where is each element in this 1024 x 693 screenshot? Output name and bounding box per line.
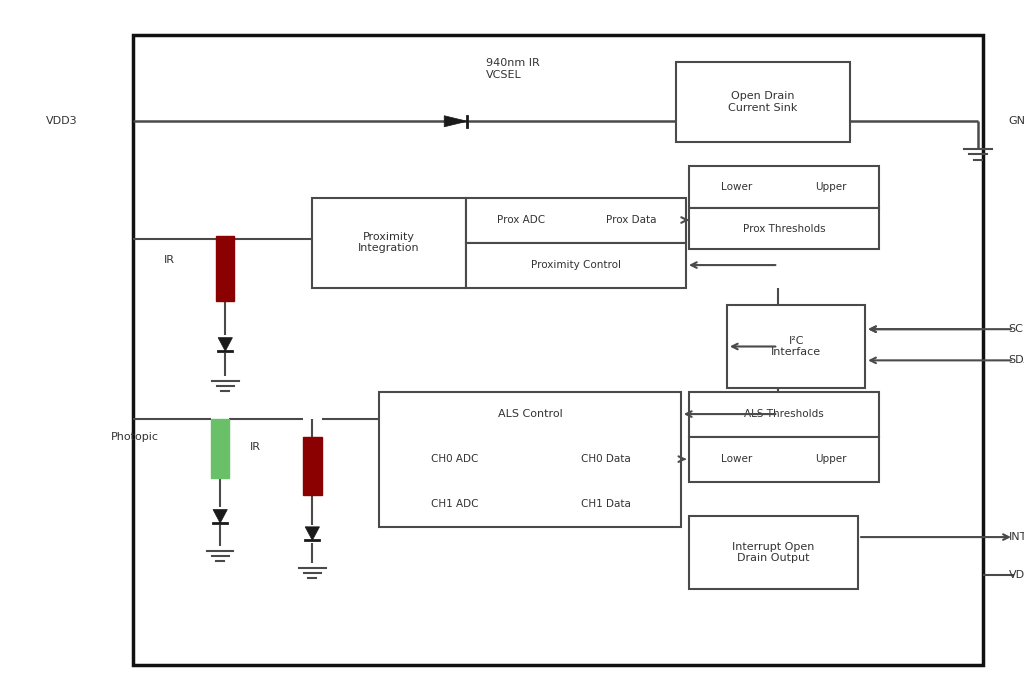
Bar [689, 516, 858, 589]
Text: Prox Data: Prox Data [606, 215, 656, 225]
Bar [689, 208, 879, 249]
Text: Interrupt Open
Drain Output: Interrupt Open Drain Output [732, 542, 815, 563]
Text: Prox ADC: Prox ADC [498, 215, 545, 225]
Polygon shape [305, 527, 319, 541]
Text: Proximity Control: Proximity Control [531, 260, 621, 270]
Text: VDD3: VDD3 [46, 116, 77, 126]
Text: ALS Thresholds: ALS Thresholds [744, 409, 823, 419]
Text: GND: GND [1009, 116, 1024, 126]
Bar [689, 166, 879, 208]
Text: CH0 Data: CH0 Data [581, 454, 631, 464]
Text: CH0 ADC: CH0 ADC [431, 454, 478, 464]
Text: INT: INT [1009, 532, 1024, 542]
Text: ALS Control: ALS Control [498, 409, 562, 419]
Text: Prox Thresholds: Prox Thresholds [742, 224, 825, 234]
Polygon shape [444, 116, 467, 127]
Text: Lower: Lower [721, 454, 752, 464]
Bar [676, 62, 850, 142]
Text: IR: IR [250, 442, 261, 452]
Bar [689, 392, 879, 437]
Text: SCL: SCL [1009, 324, 1024, 334]
Polygon shape [218, 337, 232, 351]
Text: I²C
Interface: I²C Interface [771, 335, 821, 358]
Bar [312, 198, 466, 288]
Bar [303, 437, 322, 495]
Text: Open Drain
Current Sink: Open Drain Current Sink [728, 91, 798, 113]
Text: Photopic: Photopic [111, 432, 159, 441]
Bar [211, 419, 229, 478]
Text: 940nm IR
VCSEL: 940nm IR VCSEL [486, 58, 540, 80]
Text: Proximity
Integration: Proximity Integration [358, 231, 420, 254]
Text: IR: IR [164, 255, 174, 265]
Bar [727, 305, 865, 388]
Bar [133, 35, 983, 665]
Text: CH1 Data: CH1 Data [581, 499, 631, 509]
Text: Upper: Upper [815, 454, 847, 464]
Bar [466, 243, 686, 288]
Polygon shape [213, 509, 227, 523]
Text: CH1 ADC: CH1 ADC [431, 499, 478, 509]
Text: Upper: Upper [815, 182, 847, 192]
Text: SDA: SDA [1009, 356, 1024, 365]
Text: Lower: Lower [721, 182, 752, 192]
Bar [689, 437, 879, 482]
Text: VDD: VDD [1009, 570, 1024, 580]
Bar [379, 392, 681, 527]
Bar [216, 236, 234, 301]
Bar [466, 198, 686, 243]
